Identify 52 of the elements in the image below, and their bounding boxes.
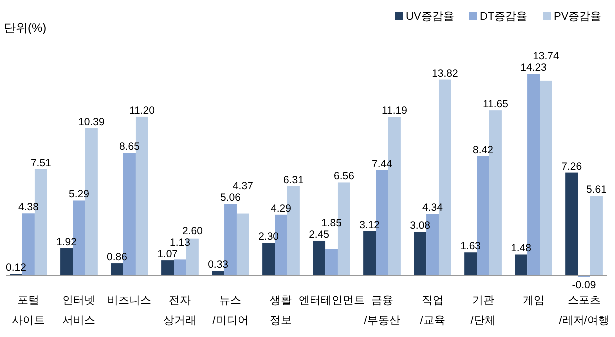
data-label: 11.65 <box>482 98 509 111</box>
x-tick-label: 기관 /단체 <box>470 295 496 327</box>
data-label: 2.45 <box>309 228 330 241</box>
data-label: 13.82 <box>432 68 459 80</box>
data-label: 1.48 <box>511 242 532 255</box>
data-label: 0.12 <box>6 262 27 274</box>
data-label: 5.61 <box>586 184 608 196</box>
x-tick-label: 직업 /교육 <box>420 295 446 327</box>
data-label: 2.30 <box>258 231 280 244</box>
data-label: 7.26 <box>562 160 582 173</box>
x-tick-label: 게임 <box>522 295 545 307</box>
data-label: 3.12 <box>360 219 380 232</box>
y-axis-title: 단위(%) <box>4 21 47 35</box>
data-label: 4.29 <box>271 202 292 215</box>
x-tick-label: 전자 상거래 <box>164 295 197 327</box>
data-label: 1.07 <box>158 248 178 261</box>
x-tick-label: 뉴스 /미디어 <box>212 295 249 327</box>
legend-label: UV증감율 <box>406 11 454 23</box>
data-label: 14.23 <box>520 62 548 74</box>
data-label: -0.09 <box>572 280 596 292</box>
x-tick-label: 인터넷 서비스 <box>62 295 96 327</box>
data-label: 2.60 <box>182 226 204 238</box>
data-label: 6.56 <box>334 170 355 183</box>
data-label: 8.42 <box>473 144 494 156</box>
data-label: 4.37 <box>232 180 254 192</box>
data-label: 3.08 <box>410 220 431 232</box>
data-label: 13.74 <box>533 50 560 62</box>
x-tick-label: 비즈니스 <box>108 295 152 307</box>
data-label: 11.19 <box>382 105 408 118</box>
data-label: 0.33 <box>208 259 229 272</box>
data-label: 7.44 <box>372 158 393 170</box>
data-label: 6.31 <box>283 174 304 186</box>
x-tick-label: 엔터테인먼트 <box>298 295 365 307</box>
data-label: 1.13 <box>170 237 191 250</box>
x-tick-label: 포털 사이트 <box>12 295 46 327</box>
x-tick-label: 금융 /부동산 <box>364 295 400 327</box>
data-label: 5.29 <box>69 188 90 201</box>
legend-label: PV증감율 <box>554 11 602 23</box>
data-label: 4.38 <box>18 202 40 214</box>
data-label: 4.34 <box>422 202 444 214</box>
x-tick-label: 스포츠 /레저/여행 <box>559 295 610 327</box>
x-tick-label: 생활 정보 <box>270 295 292 327</box>
data-label: 8.65 <box>120 141 140 154</box>
data-label: 1.85 <box>322 217 342 230</box>
data-label: 5.06 <box>220 192 242 204</box>
data-label: 0.86 <box>107 252 128 264</box>
data-label: 11.20 <box>129 104 156 117</box>
legend-label: DT증감율 <box>480 11 528 23</box>
data-label: 7.51 <box>30 157 52 170</box>
data-label: 1.63 <box>460 240 482 253</box>
data-label: 1.92 <box>56 236 78 249</box>
data-label: 10.39 <box>78 116 105 128</box>
